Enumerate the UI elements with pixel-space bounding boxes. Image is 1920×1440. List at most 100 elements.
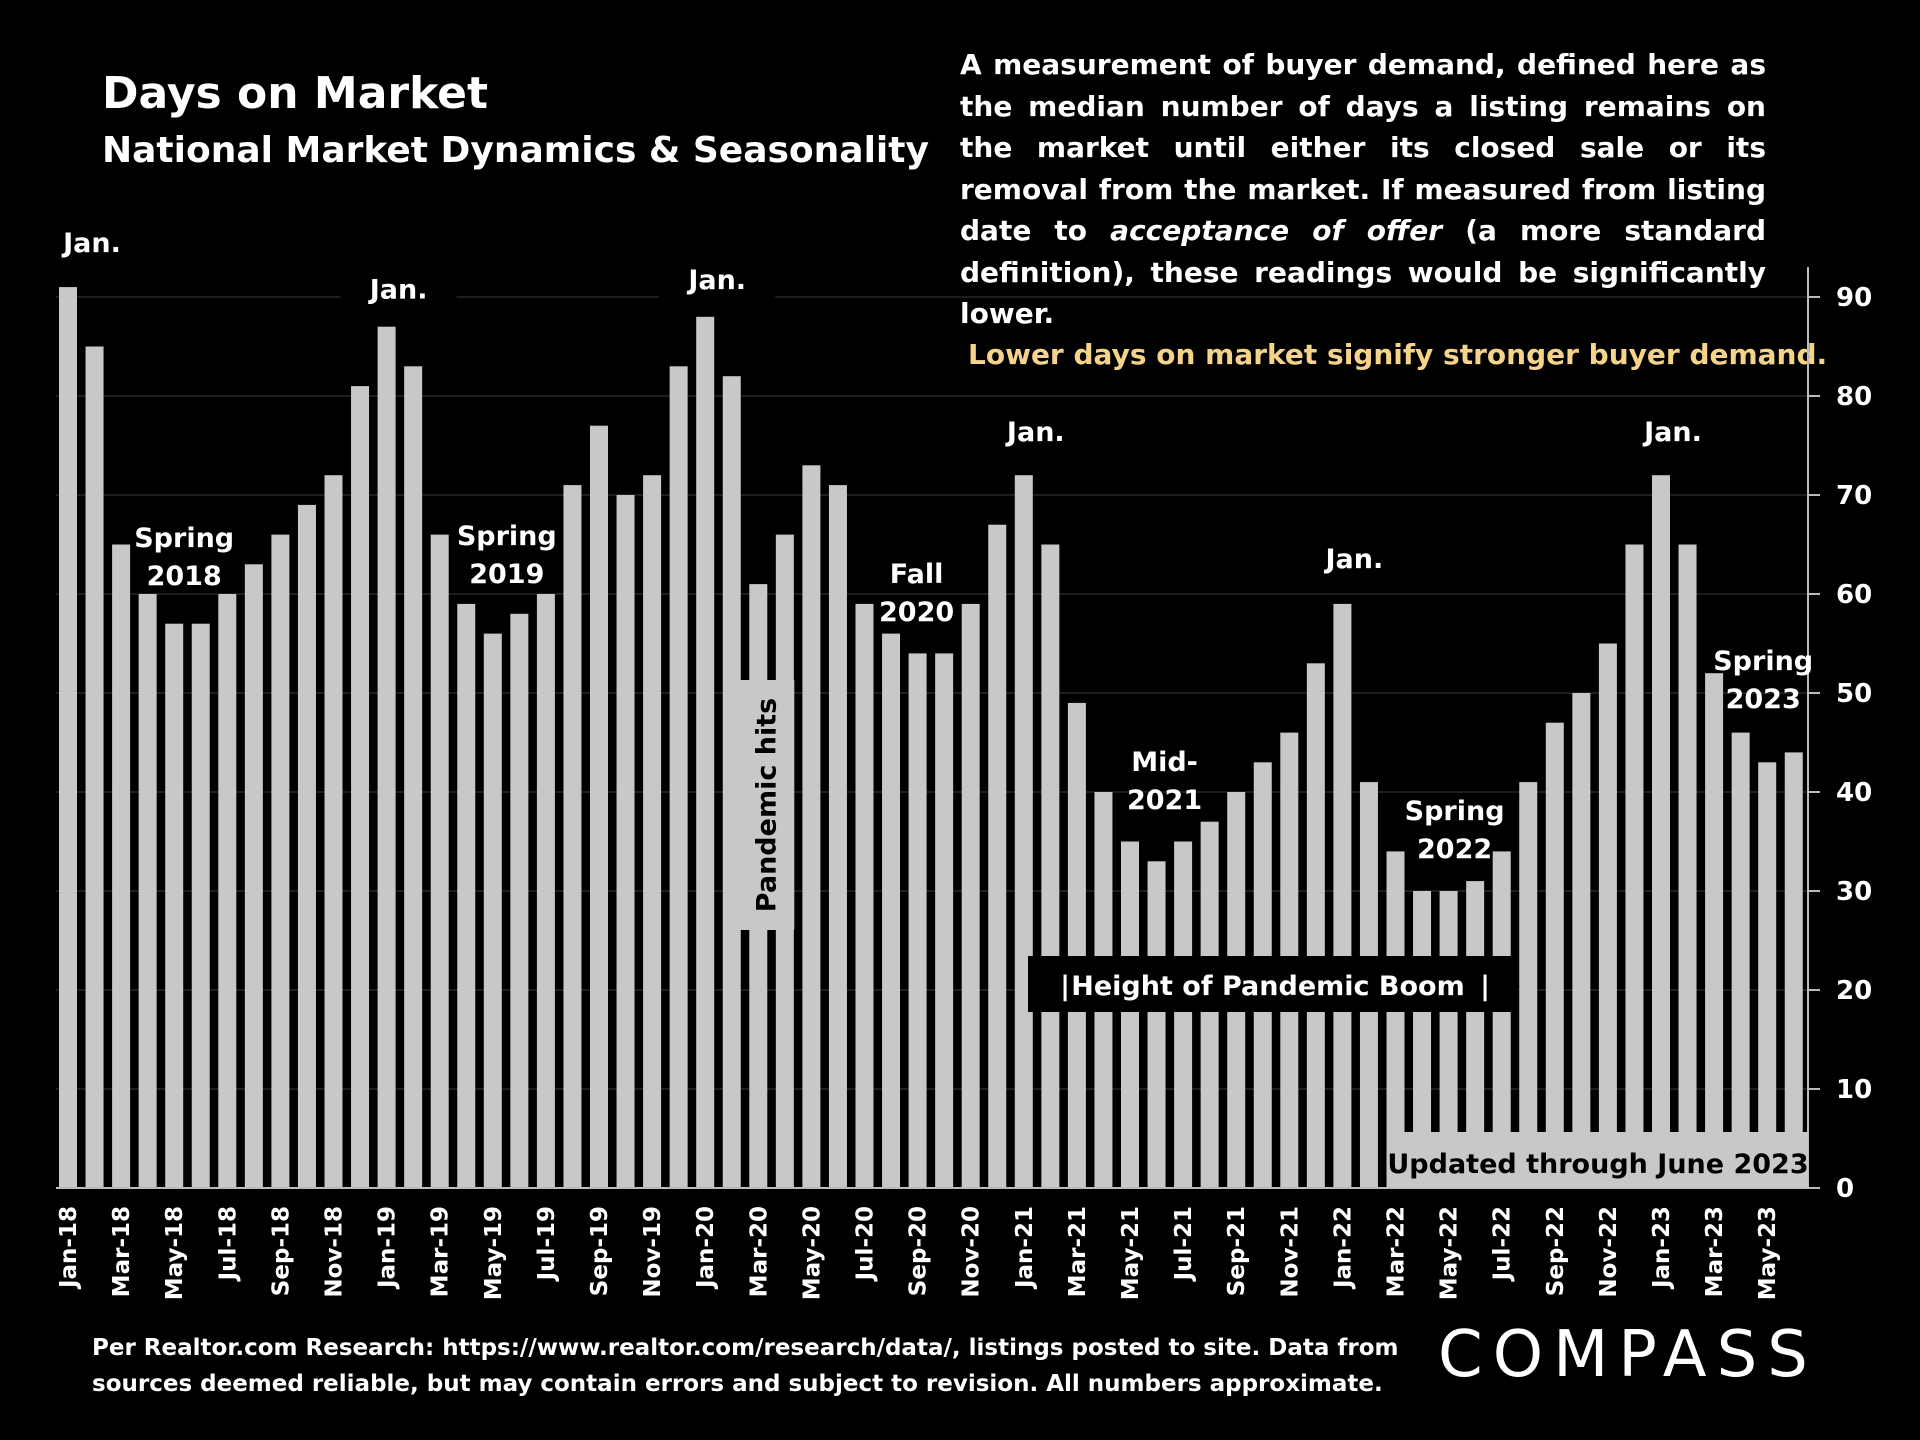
bar-Sep-18 <box>271 534 290 1188</box>
y-tick-label: 80 <box>1836 382 1872 412</box>
annotation-pandemic-hits: Pandemic hits <box>751 698 782 912</box>
bar-Dec-18 <box>351 386 370 1189</box>
compass-logo: COMPASS <box>1438 1318 1818 1392</box>
bar-Mar-22 <box>1386 851 1405 1188</box>
description-part1: A measurement of buyer demand, defined h… <box>960 48 1766 247</box>
bar-Jan-21 <box>1014 475 1033 1188</box>
bar-Oct-22 <box>1572 693 1591 1188</box>
bar-Nov-19 <box>643 475 662 1188</box>
bar-Dec-20 <box>988 524 1007 1188</box>
bar-Jun-18 <box>191 623 210 1188</box>
bar-Aug-18 <box>244 564 263 1188</box>
x-tick-label: Mar-20 <box>746 1206 772 1297</box>
chart-title: Days on Market <box>102 68 489 119</box>
bar-Oct-19 <box>616 495 635 1188</box>
x-tick-label: May-23 <box>1755 1206 1781 1300</box>
bar-Nov-18 <box>324 475 343 1188</box>
jan-label-bg <box>659 256 776 301</box>
pandemic-hits-box <box>736 680 795 930</box>
bar-Sep-22 <box>1545 722 1564 1188</box>
bar-Oct-20 <box>935 653 954 1188</box>
x-tick-label: May-19 <box>481 1206 507 1300</box>
bar-Jul-21 <box>1174 841 1193 1188</box>
annotation-jan: Jan. <box>1324 544 1384 575</box>
x-tick-label: Nov-18 <box>322 1206 348 1298</box>
bar-Mar-23 <box>1705 673 1724 1188</box>
annotation-jan: Jan. <box>61 228 121 259</box>
bar-Mar-21 <box>1067 702 1086 1188</box>
x-tick-label: Jan-21 <box>1012 1206 1038 1290</box>
bar-Nov-22 <box>1598 643 1617 1188</box>
x-tick-label: Mar-21 <box>1065 1206 1091 1297</box>
x-tick-label: Jan-22 <box>1330 1206 1356 1290</box>
bar-Jul-18 <box>218 594 237 1188</box>
annotation-jan: Jan. <box>368 275 428 306</box>
source-footnote: Per Realtor.com Research: https://www.re… <box>92 1330 1398 1402</box>
x-tick-label: Mar-23 <box>1702 1206 1728 1297</box>
bar-Nov-20 <box>961 603 980 1188</box>
chart-subtitle: National Market Dynamics & Seasonality <box>102 130 929 171</box>
description-part2: (a more standard definition), these read… <box>960 214 1766 330</box>
bar-Jul-22 <box>1492 851 1511 1188</box>
updated-box <box>1390 1132 1808 1188</box>
bar-Feb-19 <box>404 366 423 1188</box>
y-tick-label: 70 <box>1836 481 1872 511</box>
y-tick-label: 10 <box>1836 1075 1872 1105</box>
y-tick-label: 90 <box>1836 283 1872 313</box>
bar-Jun-20 <box>828 485 847 1189</box>
x-tick-label: Jul-18 <box>215 1206 241 1282</box>
annotation-updated: Updated through June 2023 <box>1387 1149 1808 1180</box>
bar-Jul-20 <box>855 603 874 1188</box>
bar-Jun-21 <box>1147 861 1166 1188</box>
bar-Apr-23 <box>1731 732 1750 1188</box>
x-tick-label: Nov-21 <box>1277 1206 1303 1298</box>
bar-Dec-22 <box>1625 544 1644 1188</box>
x-tick-label: Sep-19 <box>587 1206 613 1296</box>
bar-Oct-18 <box>297 504 316 1188</box>
annotation-season-line1: Spring <box>457 521 557 552</box>
annotation-season-line2: 2018 <box>147 561 222 592</box>
y-tick-label: 50 <box>1836 679 1872 709</box>
annotation-season-line1: Mid- <box>1131 747 1198 778</box>
y-tick-label: 20 <box>1836 976 1872 1006</box>
annotation-season-line1: Fall <box>890 559 944 590</box>
x-tick-label: Jan-18 <box>56 1206 82 1290</box>
bar-May-23 <box>1758 762 1777 1188</box>
bar-Jun-23 <box>1784 752 1803 1188</box>
x-tick-label: Mar-19 <box>428 1206 454 1297</box>
bar-Jun-19 <box>510 613 529 1188</box>
bar-Jul-19 <box>536 594 555 1188</box>
y-tick-label: 0 <box>1836 1174 1854 1204</box>
x-tick-label: Jan-20 <box>693 1206 719 1290</box>
bar-Aug-22 <box>1519 782 1538 1188</box>
x-tick-label: Nov-19 <box>640 1206 666 1298</box>
description-emphasis: acceptance of offer <box>1110 214 1443 247</box>
x-tick-label: Sep-20 <box>906 1206 932 1296</box>
annotation-season-line2: 2021 <box>1127 785 1202 816</box>
bar-Aug-19 <box>563 485 582 1189</box>
bar-May-21 <box>1121 841 1139 1188</box>
x-tick-label: Mar-22 <box>1384 1206 1410 1297</box>
x-tick-label: Jul-21 <box>1171 1206 1197 1282</box>
bar-Feb-21 <box>1041 544 1060 1188</box>
x-tick-label: Jul-20 <box>853 1206 879 1282</box>
bar-Jan-23 <box>1652 475 1670 1188</box>
bar-Sep-20 <box>908 653 927 1188</box>
bar-Feb-18 <box>85 346 104 1188</box>
annotation-jan: Jan. <box>1005 417 1065 448</box>
bar-Aug-20 <box>882 633 901 1188</box>
x-tick-label: Nov-22 <box>1596 1206 1622 1298</box>
bar-Mar-18 <box>112 544 131 1188</box>
x-tick-label: Mar-18 <box>109 1206 135 1297</box>
x-tick-label: Nov-20 <box>959 1206 985 1298</box>
annotation-jan: Jan. <box>1642 417 1702 448</box>
bar-Apr-19 <box>457 603 476 1188</box>
x-tick-label: May-22 <box>1437 1206 1463 1300</box>
pandemic-boom-bracket-right: | <box>1480 971 1490 1002</box>
bar-Feb-20 <box>722 376 741 1188</box>
annotation-season-line1: Spring <box>134 523 234 554</box>
x-tick-label: Jul-22 <box>1490 1206 1516 1282</box>
x-tick-label: Jan-19 <box>375 1206 401 1290</box>
x-tick-label: May-18 <box>162 1206 188 1300</box>
